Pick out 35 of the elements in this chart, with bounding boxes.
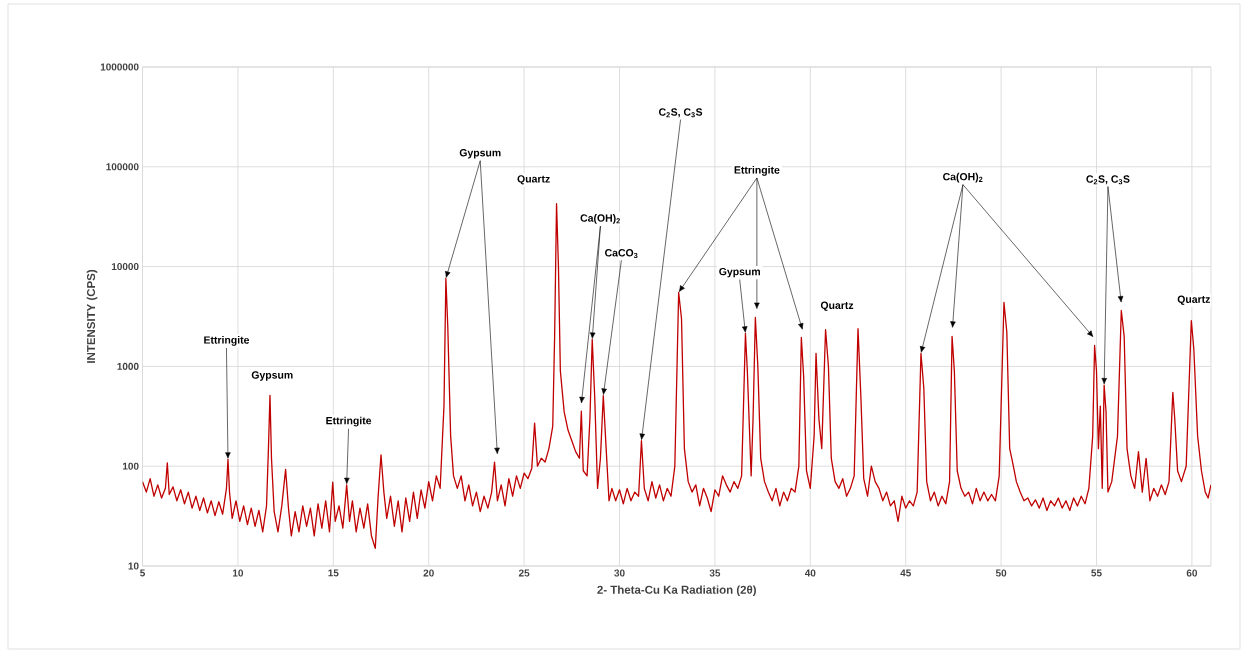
- x-tick-label: 15: [328, 569, 339, 577]
- annotation: Ettringite: [326, 416, 372, 427]
- annotation: Ettringite: [204, 336, 250, 346]
- annotation: Gypsum: [459, 149, 501, 159]
- x-tick-label: 50: [995, 569, 1007, 577]
- y-tick-label: 10000: [111, 263, 139, 271]
- x-tick-label: 5: [140, 569, 146, 577]
- x-axis-title: 2- Theta-Cu Ka Radiation (2θ): [597, 585, 756, 597]
- annotation: CaCO$_{3}$: [605, 249, 638, 259]
- x-tick-label: 30: [614, 569, 625, 577]
- annotation: Ca(OH)$_{2}$: [943, 172, 983, 183]
- x-tick-label: 25: [518, 569, 530, 577]
- annotation: Quartz: [1177, 295, 1210, 305]
- x-tick-label: 20: [423, 569, 434, 577]
- annotation: Quartz: [517, 175, 550, 185]
- annotation: Quartz: [820, 301, 854, 311]
- y-tick-label: 100000: [106, 163, 139, 171]
- x-tick-label: 60: [1186, 569, 1198, 577]
- x-tick-label: 35: [709, 569, 721, 577]
- x-tick-label: 40: [804, 569, 816, 577]
- annotation: Gypsum: [251, 371, 293, 381]
- x-tick-label: 10: [232, 569, 244, 577]
- annotation: C$_{2}$S, C$_{3}$S: [1086, 175, 1130, 185]
- y-tick-label: 100: [122, 462, 139, 470]
- annotation: Gypsum: [719, 267, 760, 278]
- y-tick-label: 1000000: [100, 63, 139, 71]
- y-axis-title: INTENSITY (CPS): [86, 269, 98, 363]
- y-tick-label: 1000: [117, 362, 139, 370]
- x-tick-label: 45: [900, 569, 911, 577]
- line-series: [142, 203, 1211, 550]
- annotation: Ca(OH)$_{2}$: [580, 214, 620, 224]
- annotation: C$_{2}$S, C$_{3}$S: [658, 108, 703, 118]
- annotation: Ettringite: [734, 165, 780, 176]
- x-tick-label: 55: [1091, 569, 1102, 577]
- y-tick-label: 10: [128, 562, 139, 570]
